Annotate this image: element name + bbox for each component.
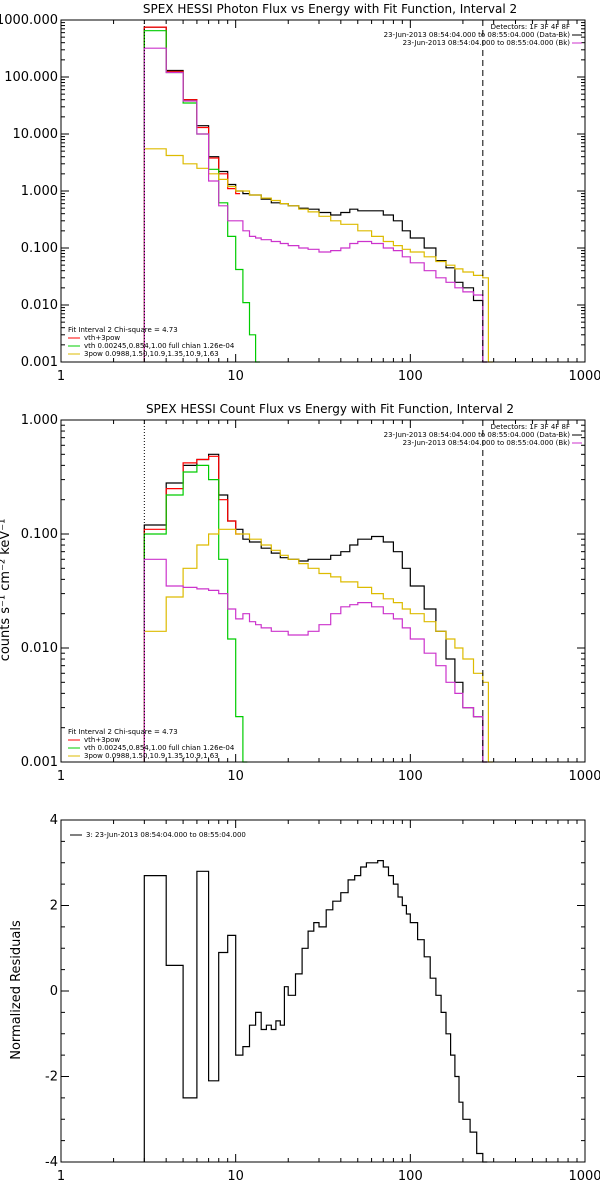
photon-flux-chart: SPEX HESSI Photon Flux vs Energy with Fi… <box>0 2 600 384</box>
legend-entry-data-bk: 23-Jun-2013 08:54:04.000 to 08:55:04.000… <box>384 31 571 39</box>
legend-entry-vth-3pow: vth+3pow <box>84 334 120 342</box>
x-tick-label: 1000 <box>568 769 600 784</box>
count-flux-series-layer <box>143 453 493 763</box>
series-vth <box>143 464 248 763</box>
legend-top-right: Detectors: 1F 3F 4F 8F 23-Jun-2013 08:54… <box>384 23 582 47</box>
series-vth+3pow <box>143 455 241 762</box>
legend-entry-data-bk: 23-Jun-2013 08:54:04.000 to 08:55:04.000… <box>384 431 571 439</box>
y-axis-label: Normalized Residuals <box>9 920 24 1060</box>
residuals-series-layer <box>143 860 488 1163</box>
x-tick-label: 100 <box>398 1169 423 1184</box>
y-tick-label: 0 <box>50 984 58 999</box>
legend: 3: 23-Jun-2013 08:54:04.000 to 08:55:04.… <box>70 831 246 839</box>
y-axis-label: counts s⁻¹ cm⁻² keV⁻¹ <box>0 519 13 662</box>
legend-top-right: Detectors: 1F 3F 4F 8F 23-Jun-2013 08:54… <box>384 423 582 447</box>
count-flux-axis-layer: 1 10 100 1000 0.001 0.010 0.100 1.000 <box>21 413 600 784</box>
series-3pow <box>143 528 493 763</box>
series-3pow <box>143 148 493 363</box>
y-tick-label: -2 <box>45 1070 58 1085</box>
legend-entry-bk: 23-Jun-2013 08:54:04.000 to 08:55:04.000… <box>403 439 571 447</box>
residuals-chart: Normalized Residuals 1 10 100 1000 -4 -2 0 2 4 3… <box>9 813 600 1184</box>
series-data-bk <box>143 26 488 363</box>
plot-frame <box>60 419 586 763</box>
y-tick-label: 0.100 <box>21 241 58 256</box>
y-tick-label: 0.010 <box>21 298 58 313</box>
series-bk <box>143 558 488 763</box>
legend-detectors: Detectors: 1F 3F 4F 8F <box>491 423 570 431</box>
y-tick-label: 4 <box>50 813 58 828</box>
y-tick-label: 1000.000 <box>0 13 58 28</box>
series-vth <box>143 30 260 363</box>
legend-bottom-left: Fit Interval 2 Chi-square = 4.73 vth+3po… <box>68 728 235 760</box>
series-data-bk <box>143 453 488 763</box>
legend-entry-vth: vth 0.00245,0.854,1.00 full chian 1.26e-… <box>84 744 235 752</box>
y-tick-label: 1.000 <box>21 184 58 199</box>
photon-flux-vline-layer <box>143 20 484 362</box>
x-tick-label: 1 <box>57 369 65 384</box>
y-tick-label: 10.000 <box>13 127 59 142</box>
photon-flux-series-layer <box>143 26 493 363</box>
legend-bottom-left: Fit Interval 2 Chi-square = 4.73 vth+3po… <box>68 326 235 358</box>
photon-flux-axis-layer: 1 10 100 1000 0.001 0.010 0.100 1.000 10.000 100.… <box>0 13 600 384</box>
x-tick-label: 100 <box>398 769 423 784</box>
legend-entry-residuals: 3: 23-Jun-2013 08:54:04.000 to 08:55:04.… <box>86 831 246 839</box>
count-flux-vline-layer <box>143 420 484 762</box>
legend-entry-3pow: 3pow 0.0988,1.50,10.9,1.35,10.9,1.63 <box>84 752 219 760</box>
x-tick-label: 10 <box>227 1169 244 1184</box>
chart-title: SPEX HESSI Photon Flux vs Energy with Fi… <box>143 2 517 16</box>
plot-frame <box>60 19 586 363</box>
legend-fit-header: Fit Interval 2 Chi-square = 4.73 <box>68 728 178 736</box>
residuals-axis-layer: 1 10 100 1000 -4 -2 0 2 4 <box>45 813 600 1184</box>
series-vth+3pow <box>143 26 241 362</box>
y-tick-label: 2 <box>50 899 58 914</box>
legend-entry-3pow: 3pow 0.0988,1.50,10.9,1.35,10.9,1.63 <box>84 350 219 358</box>
x-tick-label: 10 <box>227 769 244 784</box>
x-tick-label: 1 <box>57 1169 65 1184</box>
y-tick-label: 0.001 <box>21 355 58 370</box>
plot-frame <box>60 819 586 1163</box>
y-tick-label: 0.010 <box>21 641 58 656</box>
legend-fit-header: Fit Interval 2 Chi-square = 4.73 <box>68 326 178 334</box>
series-bk <box>143 47 488 363</box>
chart-title: SPEX HESSI Count Flux vs Energy with Fit… <box>146 402 514 416</box>
y-tick-label: 1.000 <box>21 413 58 428</box>
x-tick-label: 1000 <box>568 1169 600 1184</box>
legend-entry-bk: 23-Jun-2013 08:54:04.000 to 08:55:04.000… <box>403 39 571 47</box>
series-residuals <box>143 860 488 1163</box>
y-tick-label: 0.100 <box>21 527 58 542</box>
y-tick-label: 0.001 <box>21 755 58 770</box>
x-tick-label: 1000 <box>568 369 600 384</box>
legend-entry-vth: vth 0.00245,0.854,1.00 full chian 1.26e-… <box>84 342 235 350</box>
legend-entry-vth-3pow: vth+3pow <box>84 736 120 744</box>
y-tick-label: 100.000 <box>4 70 58 85</box>
legend-detectors: Detectors: 1F 3F 4F 8F <box>491 23 570 31</box>
count-flux-chart: SPEX HESSI Count Flux vs Energy with Fit… <box>0 402 600 784</box>
x-tick-label: 100 <box>398 369 423 384</box>
y-tick-label: -4 <box>45 1155 58 1170</box>
x-tick-label: 10 <box>227 369 244 384</box>
x-tick-label: 1 <box>57 769 65 784</box>
